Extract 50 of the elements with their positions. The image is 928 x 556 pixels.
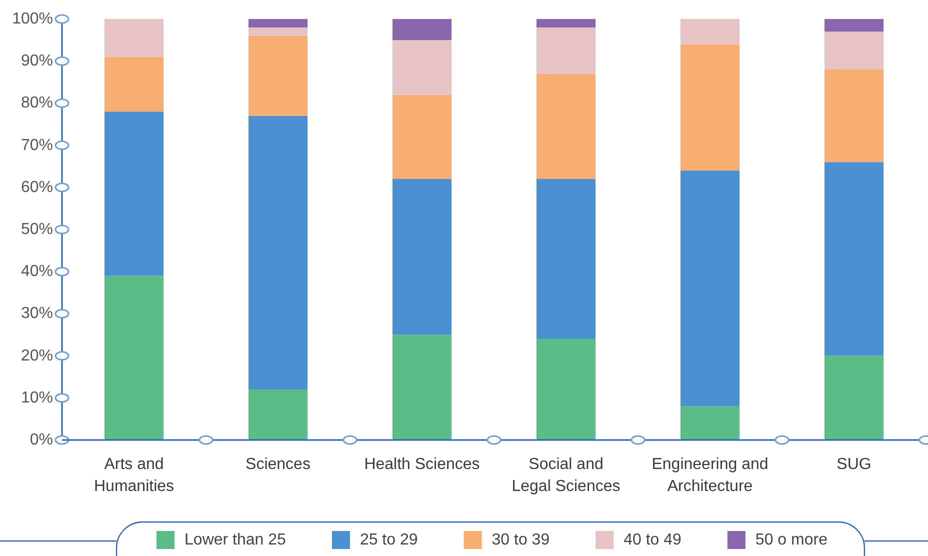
x-tick-label: Engineering and Architecture [652, 456, 768, 495]
y-tick-label: 40% [20, 263, 53, 280]
bar [824, 32, 884, 70]
bar [680, 19, 740, 44]
legend-label: 50 o more [755, 532, 828, 548]
bar [248, 116, 308, 390]
bar [680, 406, 740, 440]
bar [824, 162, 884, 356]
x-tick-label: SUG [836, 456, 872, 473]
y-tick-label: 100% [12, 10, 53, 28]
bar [824, 356, 884, 440]
bar [392, 178, 452, 335]
y-tick-label: 60% [20, 178, 53, 196]
bar [536, 74, 596, 179]
bar [680, 170, 740, 406]
bar [392, 94, 452, 179]
bar [536, 27, 596, 74]
bar [824, 19, 884, 32]
y-tick-label: 90% [20, 52, 53, 70]
x-tick-label: Arts and Humanities [94, 456, 174, 495]
y-tick-label: 70% [20, 136, 53, 154]
legend-label: 25 to 29 [360, 532, 418, 548]
bar [392, 40, 452, 95]
y-tick-label: 20% [20, 347, 53, 364]
bar [536, 178, 596, 339]
bar [536, 19, 596, 28]
legend-label: 40 to 49 [624, 532, 682, 548]
legend-label: 30 to 39 [492, 532, 550, 548]
bar [248, 389, 308, 440]
bar [824, 70, 884, 162]
y-tick-label: 10% [20, 389, 53, 406]
legend-label: Lower than 25 [184, 532, 286, 548]
bar [248, 27, 308, 36]
x-tick-label: Sciences [246, 456, 310, 473]
x-tick-label: Health Sciences [364, 456, 480, 473]
y-tick-label: 30% [20, 305, 53, 322]
bar [392, 334, 452, 440]
y-tick-label: 50% [20, 221, 53, 238]
bar [248, 19, 308, 28]
x-tick-label: Social and Legal Sciences [512, 456, 620, 495]
bar [104, 56, 164, 112]
bar [104, 19, 164, 57]
y-tick-label: 0% [30, 432, 53, 448]
bar [392, 19, 452, 40]
y-tick-label: 80% [20, 94, 53, 112]
bar [104, 112, 164, 276]
bar [104, 276, 164, 440]
bar [536, 338, 596, 440]
bar [248, 36, 308, 116]
bar [680, 44, 740, 171]
